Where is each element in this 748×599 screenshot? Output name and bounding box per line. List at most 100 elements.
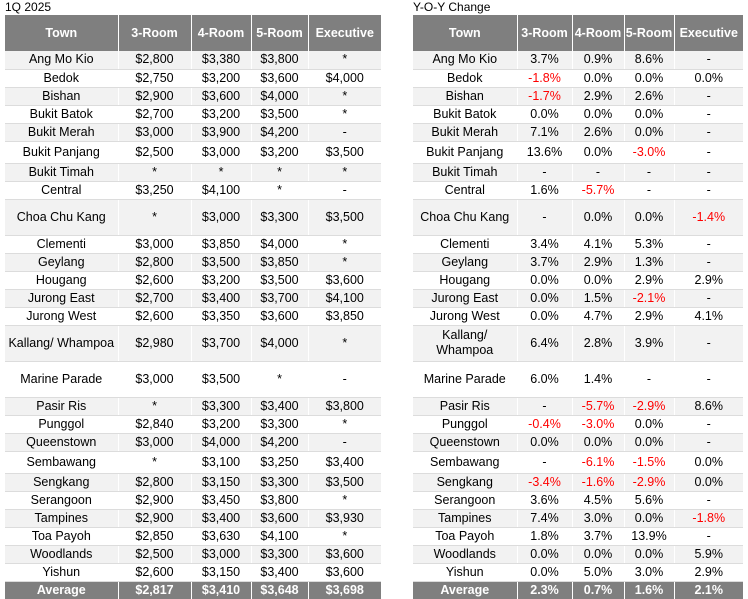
town-cell: Bedok xyxy=(5,69,119,88)
table-row: Bukit Panjang $2,500 $3,000 $3,200 $3,500 xyxy=(5,141,381,164)
3-room-cell: $2,750 xyxy=(118,69,192,88)
average-executive: 2.1% xyxy=(674,581,743,599)
town-cell: Choa Chu Kang xyxy=(5,199,119,236)
average-3-room: $2,817 xyxy=(118,581,192,599)
executive-cell: 5.9% xyxy=(674,545,743,564)
4-room-cell: 0.0% xyxy=(572,69,625,88)
5-room-cell: -2.9% xyxy=(624,473,675,492)
3-room-cell: -0.4% xyxy=(517,415,573,434)
table-row: Ang Mo Kio 3.7% 0.9% 8.6% - xyxy=(413,51,743,70)
town-cell: Bukit Batok xyxy=(413,105,518,124)
5-room-cell: 0.0% xyxy=(624,509,675,528)
executive-cell: $3,400 xyxy=(308,451,381,474)
executive-cell: * xyxy=(308,527,381,546)
5-room-cell: $3,400 xyxy=(251,563,309,582)
executive-cell: * xyxy=(308,325,381,362)
3-room-cell: 0.0% xyxy=(517,433,573,452)
table-row: Central 1.6% -5.7% - - xyxy=(413,181,743,200)
header-4-room: 4-Room xyxy=(191,15,252,51)
4-room-cell: - xyxy=(572,163,625,182)
table-row: Sengkang -3.4% -1.6% -2.9% 0.0% xyxy=(413,473,743,492)
town-cell: Sembawang xyxy=(413,451,518,474)
3-room-cell: 3.6% xyxy=(517,491,573,510)
5-room-cell: 3.0% xyxy=(624,563,675,582)
town-cell: Bedok xyxy=(413,69,518,88)
4-room-cell: $3,150 xyxy=(191,563,252,582)
town-cell: Sembawang xyxy=(5,451,119,474)
executive-cell: * xyxy=(308,105,381,124)
price-table-caption: 1Q 2025 xyxy=(5,0,52,14)
4-room-cell: -6.1% xyxy=(572,451,625,474)
4-room-cell: $3,400 xyxy=(191,509,252,528)
4-room-cell: 0.0% xyxy=(572,433,625,452)
executive-cell: $3,600 xyxy=(308,563,381,582)
4-room-cell: $3,380 xyxy=(191,51,252,70)
4-room-cell: 2.9% xyxy=(572,253,625,272)
3-room-cell: 1.6% xyxy=(517,181,573,200)
3-room-cell: - xyxy=(517,397,573,416)
table-row: Jurong East $2,700 $3,400 $3,700 $4,100 xyxy=(5,289,381,308)
executive-cell: - xyxy=(674,361,743,398)
town-cell: Tampines xyxy=(5,509,119,528)
table-row: Tampines 7.4% 3.0% 0.0% -1.8% xyxy=(413,509,743,528)
5-room-cell: * xyxy=(251,163,309,182)
executive-cell: - xyxy=(674,105,743,124)
3-room-cell: $2,800 xyxy=(118,51,192,70)
3-room-cell: 0.0% xyxy=(517,289,573,308)
table-row: Bukit Timah - - - - xyxy=(413,163,743,182)
5-room-cell: 0.0% xyxy=(624,105,675,124)
5-room-cell: 0.0% xyxy=(624,69,675,88)
header-5-room: 5-Room xyxy=(624,15,675,51)
3-room-cell: $2,840 xyxy=(118,415,192,434)
header-row: Town 3-Room 4-Room 5-Room Executive xyxy=(413,15,743,51)
yoy-table: Town 3-Room 4-Room 5-Room Executive Ang … xyxy=(413,15,743,599)
5-room-cell: $3,300 xyxy=(251,545,309,564)
town-cell: Pasir Ris xyxy=(5,397,119,416)
5-room-cell: $4,200 xyxy=(251,433,309,452)
price-table: Town 3-Room 4-Room 5-Room Executive Ang … xyxy=(5,15,381,599)
3-room-cell: 7.1% xyxy=(517,123,573,142)
town-cell: Bukit Batok xyxy=(5,105,119,124)
5-room-cell: 2.6% xyxy=(624,87,675,106)
5-room-cell: $4,100 xyxy=(251,527,309,546)
executive-cell: - xyxy=(674,289,743,308)
table-row: Ang Mo Kio $2,800 $3,380 $3,800 * xyxy=(5,51,381,70)
executive-cell: - xyxy=(674,433,743,452)
executive-cell: * xyxy=(308,415,381,434)
header-executive: Executive xyxy=(674,15,743,51)
3-room-cell: $2,500 xyxy=(118,141,192,164)
town-cell: Queenstown xyxy=(413,433,518,452)
5-room-cell: $3,400 xyxy=(251,397,309,416)
town-cell: Bukit Panjang xyxy=(5,141,119,164)
5-room-cell: $3,500 xyxy=(251,105,309,124)
town-cell: Hougang xyxy=(5,271,119,290)
4-room-cell: 0.0% xyxy=(572,105,625,124)
3-room-cell: $2,500 xyxy=(118,545,192,564)
town-cell: Geylang xyxy=(413,253,518,272)
town-cell: Ang Mo Kio xyxy=(5,51,119,70)
header-row: Town 3-Room 4-Room 5-Room Executive xyxy=(5,15,381,51)
5-room-cell: * xyxy=(251,361,309,398)
3-room-cell: $3,000 xyxy=(118,235,192,254)
town-cell: Clementi xyxy=(5,235,119,254)
town-cell: Queenstown xyxy=(5,433,119,452)
5-room-cell: $3,300 xyxy=(251,415,309,434)
3-room-cell: 1.8% xyxy=(517,527,573,546)
5-room-cell: $3,700 xyxy=(251,289,309,308)
3-room-cell: 3.7% xyxy=(517,51,573,70)
4-room-cell: 4.1% xyxy=(572,235,625,254)
town-cell: Toa Payoh xyxy=(5,527,119,546)
5-room-cell: $3,200 xyxy=(251,141,309,164)
town-cell: Marine Parade xyxy=(5,361,119,398)
5-room-cell: $4,000 xyxy=(251,235,309,254)
3-room-cell: 6.4% xyxy=(517,325,573,362)
average-5-room: $3,648 xyxy=(251,581,309,599)
table-row: Bukit Panjang 13.6% 0.0% -3.0% - xyxy=(413,141,743,164)
executive-cell: 4.1% xyxy=(674,307,743,326)
table-row: Punggol $2,840 $3,200 $3,300 * xyxy=(5,415,381,434)
executive-cell: - xyxy=(674,141,743,164)
4-room-cell: 5.0% xyxy=(572,563,625,582)
average-executive: $3,698 xyxy=(308,581,381,599)
average-row: Average $2,817 $3,410 $3,648 $3,698 xyxy=(5,581,381,599)
town-cell: Pasir Ris xyxy=(413,397,518,416)
